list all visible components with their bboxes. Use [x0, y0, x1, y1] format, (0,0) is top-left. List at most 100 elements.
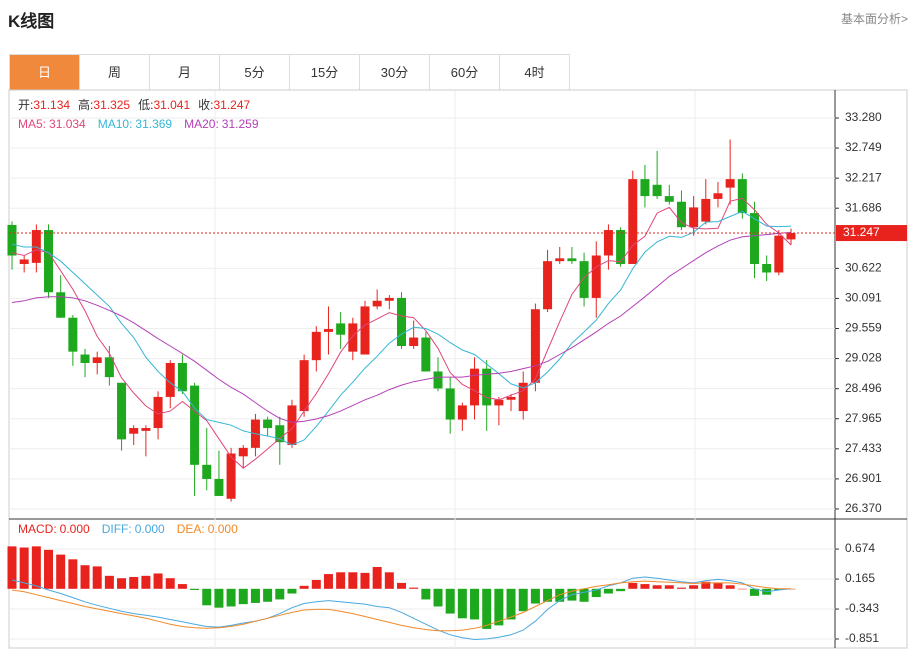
macd-bar	[433, 588, 443, 607]
macd-bar	[603, 588, 613, 594]
candle-body	[19, 259, 29, 264]
candle-body	[287, 405, 297, 446]
macd-bar	[409, 587, 419, 589]
macd-bar	[153, 573, 163, 589]
macd-bar	[616, 588, 626, 592]
candle-body	[470, 368, 480, 406]
legend-name: DIFF:	[102, 522, 132, 536]
candle-body	[31, 230, 41, 263]
candle-body	[530, 309, 540, 383]
candle-body	[92, 357, 102, 363]
macd-bar	[141, 575, 151, 589]
candle-body	[543, 261, 553, 310]
candle-body	[153, 396, 163, 429]
ohlc-value: 31.041	[153, 98, 190, 112]
y-tick-label: 30.622	[845, 261, 882, 275]
ohlc-value: 31.134	[33, 98, 70, 112]
macd-bar	[530, 588, 540, 604]
macd-bar	[311, 579, 321, 589]
period-tab[interactable]: 30分	[360, 55, 430, 90]
indicator-line	[11, 576, 792, 641]
macd-bar	[7, 546, 17, 589]
macd-bar	[640, 584, 650, 589]
macd-bar	[749, 588, 759, 596]
candle-body	[68, 317, 78, 352]
macd-bar	[676, 587, 686, 589]
candle-body	[591, 255, 601, 298]
macd-bar	[543, 588, 553, 602]
candle-body	[323, 329, 333, 332]
candle-body	[482, 368, 492, 406]
legend-value: 31.034	[49, 117, 86, 131]
macd-bar	[250, 588, 260, 603]
period-tab[interactable]: 月	[150, 55, 220, 90]
candle-body	[579, 261, 589, 298]
candle-body	[141, 428, 151, 431]
macd-bar	[129, 577, 139, 589]
candle-body	[676, 201, 686, 228]
y-tick-label: 30.091	[845, 291, 882, 305]
y-tick-label: 33.280	[845, 110, 882, 124]
ohlc-value: 31.247	[213, 98, 250, 112]
y-tick-label: -0.851	[845, 631, 879, 645]
macd-bar	[725, 585, 735, 589]
macd-bar	[445, 588, 455, 614]
fundamentals-link[interactable]: 基本面分析>	[840, 12, 908, 26]
period-tab[interactable]: 日	[10, 55, 80, 90]
candle-body	[311, 331, 321, 361]
candle-body	[506, 396, 516, 400]
candle-body	[214, 478, 224, 496]
indicator-line	[11, 231, 792, 423]
macd-bar	[68, 559, 78, 589]
y-tick-label: 31.686	[845, 200, 882, 214]
macd-bar	[591, 588, 601, 598]
macd-bar	[92, 566, 102, 589]
macd-bar	[80, 565, 90, 589]
candle-body	[664, 196, 674, 202]
y-tick-label: -0.343	[845, 601, 879, 615]
y-tick-label: 27.433	[845, 441, 882, 455]
candle-body	[689, 207, 699, 228]
period-tab[interactable]: 周	[80, 55, 150, 90]
indicator-line	[11, 580, 791, 632]
period-tab[interactable]: 60分	[430, 55, 500, 90]
y-tick-label: 27.965	[845, 411, 882, 425]
candle-body	[555, 258, 565, 262]
macd-bar	[689, 585, 699, 589]
candle-body	[226, 453, 236, 499]
macd-bar	[190, 588, 200, 590]
candle-body	[299, 360, 309, 412]
macd-bar	[165, 578, 175, 589]
macd-bar	[579, 588, 589, 602]
candle-body	[190, 385, 200, 465]
period-tabs: 日周月 5分 15分 30分 60分 4时	[9, 54, 570, 91]
candle-body	[275, 425, 285, 443]
macd-bar	[275, 588, 285, 600]
period-tab[interactable]: 4时	[500, 55, 570, 90]
period-tab[interactable]: 15分	[290, 55, 360, 90]
ohlc-label: 收:	[198, 98, 213, 112]
y-tick-label: 26.370	[845, 501, 882, 515]
period-tab[interactable]: 5分	[220, 55, 290, 90]
candle-body	[104, 357, 114, 378]
chart-frame	[8, 89, 908, 649]
y-tick-label: 29.559	[845, 321, 882, 335]
candle-body	[725, 179, 735, 188]
candle-body	[433, 371, 443, 389]
legend-value: 0.000	[135, 522, 165, 536]
candle-body	[238, 447, 248, 457]
candle-body	[263, 419, 273, 429]
macd-bar	[287, 588, 297, 594]
legend-value: 31.259	[222, 117, 259, 131]
candle-body	[165, 362, 175, 397]
macd-bar	[56, 554, 66, 589]
macd-bar	[226, 588, 236, 607]
macd-bar	[713, 582, 723, 589]
macd-bar	[518, 588, 528, 612]
candle-body	[494, 399, 504, 406]
candle-body	[129, 428, 139, 434]
macd-bar	[202, 588, 212, 606]
candle-body	[457, 405, 467, 420]
